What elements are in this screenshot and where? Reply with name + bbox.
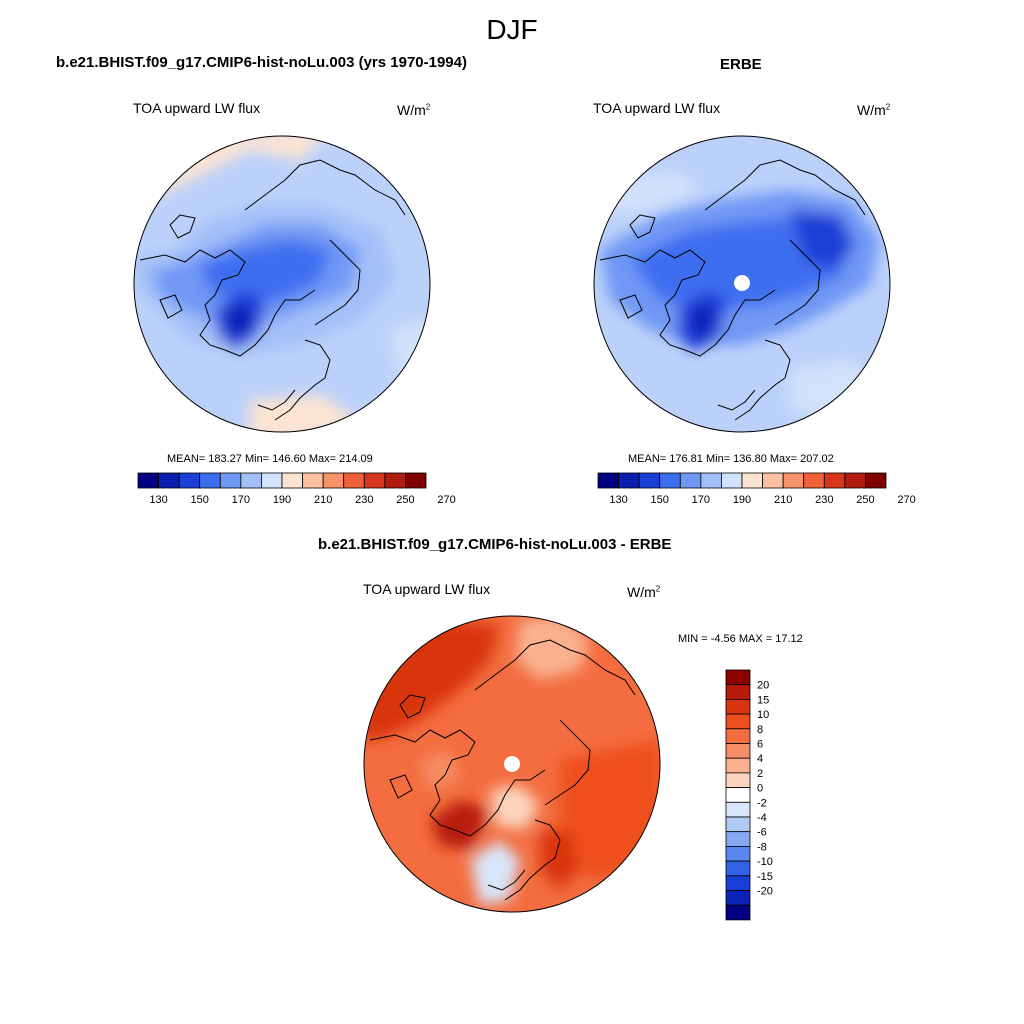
model-colorbar-box [178, 472, 201, 489]
panel-2-variable: TOA upward LW flux [593, 100, 721, 116]
difference-colorbar-tick: -15 [757, 871, 773, 883]
model-colorbar-tick: 230 [355, 494, 373, 506]
difference-colorbar-box [725, 787, 751, 803]
difference-colorbar-tick: 10 [757, 709, 769, 721]
erbe-colorbar-box [700, 472, 722, 489]
panel-2-units: W/m2 [857, 102, 891, 118]
erbe-colorbar-box [844, 472, 866, 489]
panel-1-units: W/m2 [397, 102, 431, 118]
model-colorbar-box [158, 472, 180, 489]
erbe-colorbar-box [679, 472, 702, 489]
pole-hole [734, 275, 750, 291]
erbe-colorbar-box [782, 472, 805, 489]
difference-colorbar-tick: 4 [757, 753, 763, 765]
erbe-colorbar-tick: 190 [733, 494, 751, 506]
model-colorbar-tick: 270 [437, 494, 455, 506]
difference-colorbar-box [725, 846, 751, 862]
panel-1-variable: TOA upward LW flux [133, 100, 261, 116]
difference-colorbar-box [725, 684, 751, 700]
difference-colorbar-box [725, 801, 751, 818]
model-colorbar-box [261, 472, 283, 489]
difference-colorbar-tick: 2 [757, 768, 763, 780]
model-polar-map [133, 135, 431, 433]
erbe-colorbar-box [721, 472, 743, 489]
erbe-polar-map [593, 135, 891, 433]
model-colorbar-box [137, 472, 159, 489]
model-colorbar-box [363, 472, 386, 489]
erbe-colorbar-box [659, 472, 681, 489]
model-colorbar-tick: 250 [396, 494, 414, 506]
difference-colorbar-tick: 8 [757, 724, 763, 736]
difference-colorbar-box [725, 699, 751, 715]
erbe-colorbar-box [741, 472, 763, 489]
diff-panel-title: b.e21.BHIST.f09_g17.CMIP6-hist-noLu.003 … [318, 536, 672, 553]
season-title: DJF [486, 14, 538, 45]
model-colorbar-box [219, 472, 242, 489]
model-colorbar-tick: 190 [273, 494, 291, 506]
model-colorbar-box [240, 472, 262, 489]
model-colorbar-tick: 150 [191, 494, 209, 506]
difference-colorbar-tick: -8 [757, 841, 767, 853]
model-colorbar-box [405, 472, 427, 489]
erbe-colorbar-box [823, 472, 846, 489]
difference-colorbar-tick: 15 [757, 694, 769, 706]
model-colorbar-box [384, 472, 406, 489]
erbe-colorbar-box [865, 472, 887, 489]
erbe-colorbar-tick: 250 [856, 494, 874, 506]
difference-colorbar-box [725, 669, 751, 686]
erbe-colorbar-box [597, 472, 619, 489]
difference-colorbar-tick: -6 [757, 827, 767, 839]
difference-colorbar-box [725, 831, 751, 847]
model-colorbar: 130 150 170 190 210 230 250 270 [137, 472, 456, 506]
erbe-colorbar: 130 150 170 190 210 230 250 270 [597, 472, 916, 506]
difference-colorbar-tick: -2 [757, 797, 767, 809]
difference-colorbar-tick: -20 [757, 886, 773, 898]
difference-colorbar-box [725, 757, 751, 774]
erbe-colorbar-tick: 230 [815, 494, 833, 506]
erbe-colorbar-box [638, 472, 661, 489]
panel-1-stats: MEAN= 183.27 Min= 146.60 Max= 214.09 [167, 453, 373, 465]
pole-hole [504, 756, 520, 772]
difference-colorbar-tick: -4 [757, 812, 767, 824]
difference-colorbar-tick: 0 [757, 783, 763, 795]
erbe-colorbar-tick: 170 [692, 494, 710, 506]
difference-colorbar-box [725, 728, 751, 744]
diff-panel-units: W/m2 [627, 584, 661, 600]
difference-colorbar-box [725, 743, 751, 759]
model-colorbar-box [343, 472, 365, 489]
erbe-colorbar-box [762, 472, 784, 489]
diff-panel-variable: TOA upward LW flux [363, 581, 491, 597]
panel-2-stats: MEAN= 176.81 Min= 136.80 Max= 207.02 [628, 453, 834, 465]
difference-colorbar-box [725, 875, 751, 891]
difference-colorbar-tick: 20 [757, 680, 769, 692]
difference-polar-map [363, 615, 661, 913]
model-colorbar-box [281, 472, 303, 489]
erbe-colorbar-tick: 150 [651, 494, 669, 506]
difference-colorbar-box [725, 713, 751, 730]
model-colorbar-tick: 130 [149, 494, 167, 506]
model-colorbar-box [322, 472, 345, 489]
difference-colorbar-box [725, 860, 751, 877]
difference-colorbar-tick: 6 [757, 739, 763, 751]
panel-2-title: ERBE [720, 56, 762, 73]
difference-colorbar-box [725, 904, 751, 921]
erbe-colorbar-tick: 270 [897, 494, 915, 506]
difference-colorbar-box [725, 772, 751, 789]
difference-colorbar-box [725, 890, 751, 906]
erbe-colorbar-tick: 130 [609, 494, 627, 506]
model-colorbar-box [199, 472, 221, 489]
model-colorbar-tick: 210 [314, 494, 332, 506]
erbe-colorbar-box [803, 472, 825, 489]
diff-panel-minmax: MIN = -4.56 MAX = 17.12 [678, 633, 803, 645]
difference-colorbar-box [725, 816, 751, 833]
model-colorbar-tick: 170 [232, 494, 250, 506]
erbe-colorbar-box [618, 472, 640, 489]
model-colorbar-box [302, 472, 324, 489]
panel-1-title: b.e21.BHIST.f09_g17.CMIP6-hist-noLu.003 … [56, 54, 467, 71]
erbe-colorbar-tick: 210 [774, 494, 792, 506]
difference-colorbar-tick: -10 [757, 856, 773, 868]
